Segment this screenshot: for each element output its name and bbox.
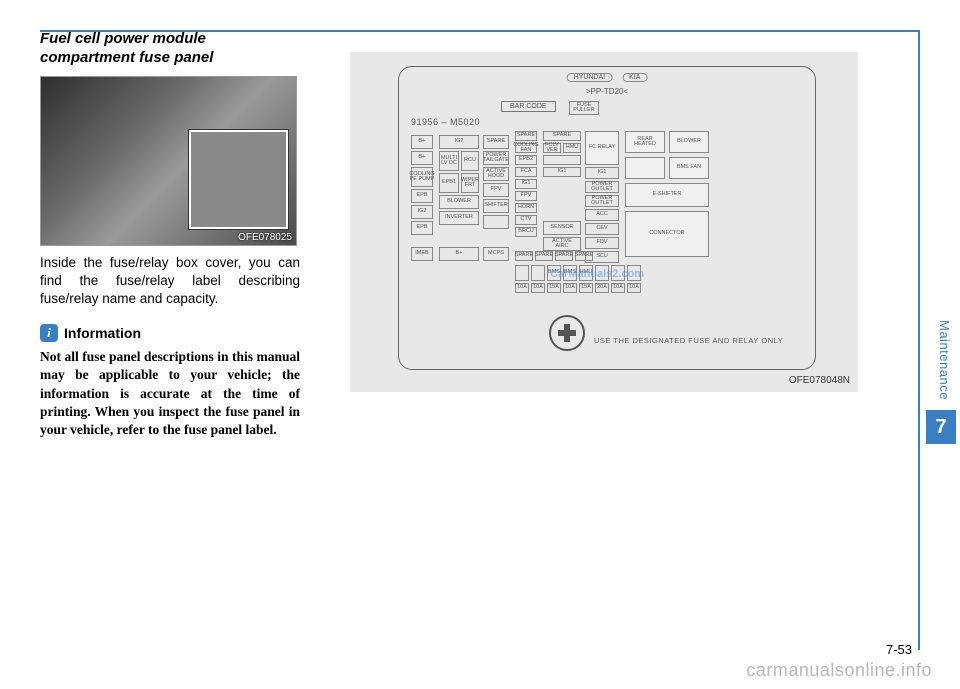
- diagram-header: HYUNDAI KIA: [567, 73, 648, 82]
- fuse-box: FCLV VER: [543, 143, 561, 153]
- fuse-box: [483, 215, 509, 229]
- barcode-box: BAR CODE: [501, 101, 556, 112]
- fuse-box: B+: [411, 151, 433, 165]
- fuse-box: POWER OUTLET: [585, 195, 619, 207]
- fuse-box: REAR HEATED: [625, 131, 665, 153]
- info-icon: i: [40, 324, 58, 342]
- fuse-box: SPARE: [515, 131, 537, 141]
- fuse-box: SPARE: [515, 251, 533, 261]
- fuse-box-photo: OFE078025: [40, 76, 297, 246]
- material-code: >PP-TD20<: [586, 87, 628, 96]
- watermark-center: CarManuals2.com: [550, 268, 644, 280]
- diagram-area: HYUNDAI KIA >PP-TD20< BAR CODE 91956 – M…: [350, 52, 858, 392]
- fuse-box: 10A: [611, 283, 625, 293]
- information-header: i Information: [40, 324, 300, 342]
- page-number: 7-53: [886, 642, 912, 657]
- fuse-puller: FUSE PULLER: [569, 101, 599, 115]
- body-paragraph: Inside the fuse/relay box cover, you can…: [40, 254, 300, 309]
- fuse-box: EPB: [411, 221, 433, 235]
- fuse-box: IG2: [439, 135, 479, 149]
- fuse-box: 10A: [531, 283, 545, 293]
- plus-symbol: [549, 315, 585, 351]
- fuse-box: E-SHIFTER: [625, 183, 709, 207]
- fuse-box: WIPER FRT: [461, 173, 479, 193]
- fuse-box: CTV: [515, 215, 537, 225]
- fuse-box: FPV: [515, 191, 537, 201]
- fuse-box: IG1: [543, 167, 581, 177]
- fuse-box: [531, 265, 545, 281]
- fuse-box: EPB: [411, 189, 433, 203]
- fuse-box: 15A: [579, 283, 593, 293]
- fuse-box: EPB2: [515, 155, 537, 165]
- fuse-box: BMS FAN: [669, 157, 709, 179]
- fuse-box: FPV: [483, 183, 509, 197]
- brand-logo-right: KIA: [622, 73, 647, 82]
- fuse-box: 15A: [547, 283, 561, 293]
- fuse-box: SENSOR: [543, 221, 581, 235]
- fuse-box: EPB1: [439, 173, 459, 193]
- fuse-box: POWER TAILGATE: [483, 151, 509, 165]
- fuse-box: HMU: [563, 143, 581, 153]
- fuse-box: MCPS: [483, 247, 509, 261]
- fuse-box: MULTI LV DC: [439, 151, 459, 171]
- fuse-box: FC RELAY: [585, 131, 619, 165]
- fuse-box: CEV: [585, 223, 619, 235]
- info-label: Information: [64, 325, 141, 341]
- fuse-box: SPARE: [483, 135, 509, 149]
- fuse-box: RCU: [461, 151, 479, 171]
- fuse-box: [515, 265, 529, 281]
- fuse-box: CONNECTOR: [625, 211, 709, 257]
- fuse-box: POWER OUTLET: [585, 181, 619, 193]
- brand-logo-left: HYUNDAI: [567, 73, 613, 82]
- fuse-box: IG1: [515, 179, 537, 189]
- fuse-box: 20A: [595, 283, 609, 293]
- chapter-tab: 7: [926, 410, 956, 444]
- fuse-box: [625, 157, 665, 179]
- fuse-box: ACC: [585, 209, 619, 221]
- fuse-diagram-panel: HYUNDAI KIA >PP-TD20< BAR CODE 91956 – M…: [398, 66, 816, 370]
- fuse-box: COOLING PE PUMP: [411, 167, 433, 187]
- fuse-box: SPARE: [575, 251, 593, 261]
- fuse-box: INVERTER: [439, 211, 479, 225]
- fuse-box: IG2: [411, 205, 433, 219]
- footer-watermark: carmanualsonline.info: [746, 660, 932, 681]
- photo-id: OFE078025: [238, 232, 292, 243]
- fuse-box: HORN: [515, 203, 537, 213]
- fuse-box: FCA: [515, 167, 537, 177]
- left-column: Fuel cell power module compartment fuse …: [40, 30, 300, 439]
- fuse-box: IMEB: [411, 247, 433, 261]
- fuse-box: IG1: [585, 167, 619, 179]
- photo-inset: [189, 130, 288, 229]
- fuse-box: COOLING FAN: [515, 143, 537, 153]
- info-paragraph: Not all fuse panel descriptions in this …: [40, 348, 300, 439]
- fuse-box: B+: [439, 247, 479, 261]
- fuse-box: BLOWER: [439, 195, 479, 209]
- fuse-box: ACTIVE HOOD: [483, 167, 509, 181]
- side-tab-label: Maintenance: [937, 320, 952, 400]
- section-heading: Fuel cell power module compartment fuse …: [40, 30, 300, 68]
- fuse-box: 10A: [627, 283, 641, 293]
- fuse-box: SPARE: [555, 251, 573, 261]
- fuse-box: B+: [411, 135, 433, 149]
- fuse-box: FDV: [585, 237, 619, 249]
- fuse-box: BLOWER: [669, 131, 709, 153]
- fuse-box: SPARE: [535, 251, 553, 261]
- fuse-box: 10A: [563, 283, 577, 293]
- fuse-box: 10A: [515, 283, 529, 293]
- fuse-box: ACTIVE AIRC: [543, 237, 581, 251]
- part-number: 91956 – M5020: [411, 117, 480, 127]
- diagram-bottom-note: USE THE DESIGNATED FUSE AND RELAY ONLY: [594, 336, 783, 345]
- fuse-box: BRCU: [515, 227, 537, 237]
- diagram-id: OFE078048N: [789, 375, 850, 386]
- fuse-box: [543, 155, 581, 165]
- fuse-box: SPARE: [543, 131, 581, 141]
- fuse-box: SHIFTER: [483, 199, 509, 213]
